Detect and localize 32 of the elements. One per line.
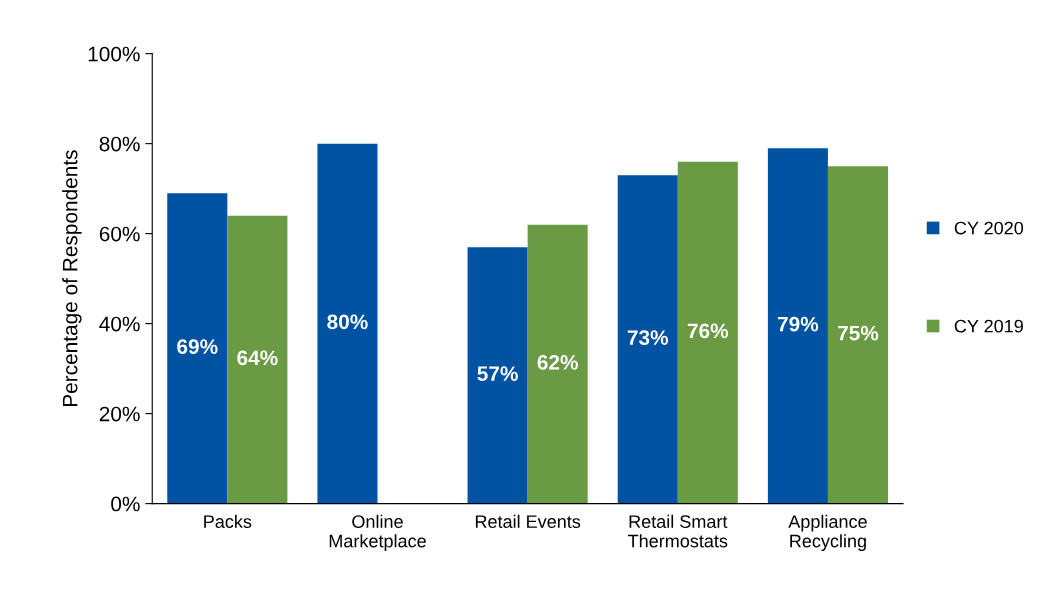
y-tick-label: 60% [99, 226, 140, 242]
bar [827, 166, 888, 504]
x-tick-label: Online Marketplace [329, 514, 426, 552]
x-tick-label: Retail Events [475, 514, 581, 528]
legend-label: CY 2019 [954, 319, 1023, 333]
data-label: 75% [838, 325, 879, 341]
bar [617, 175, 678, 504]
data-label: 73% [627, 330, 669, 345]
x-tick-label: Packs [204, 514, 252, 528]
y-tick-label: 20% [99, 406, 140, 422]
legend-label: CY 2020 [954, 221, 1024, 235]
bar [527, 224, 588, 504]
y-tick-label: 100% [88, 46, 140, 62]
bar [467, 247, 528, 504]
y-tick-label: 40% [99, 316, 140, 332]
x-tick-label: Retail Smart Thermostats [628, 514, 728, 548]
bar [677, 161, 738, 504]
x-tick-label: Appliance Recycling [788, 514, 867, 552]
y-tick-label: 80% [99, 136, 140, 152]
y-tick-label: 0% [111, 496, 140, 512]
bar [227, 215, 288, 504]
y-axis-title: Percentage of Respondents [62, 150, 82, 407]
data-label: 57% [477, 366, 518, 381]
bar [167, 193, 228, 504]
bar [317, 143, 378, 504]
data-label: 69% [177, 339, 218, 354]
data-label: 80% [327, 314, 368, 330]
data-label: 64% [237, 350, 278, 366]
data-label: 79% [777, 316, 819, 332]
data-label: 76% [687, 323, 729, 339]
data-label: 62% [537, 354, 578, 370]
bar [767, 148, 828, 504]
